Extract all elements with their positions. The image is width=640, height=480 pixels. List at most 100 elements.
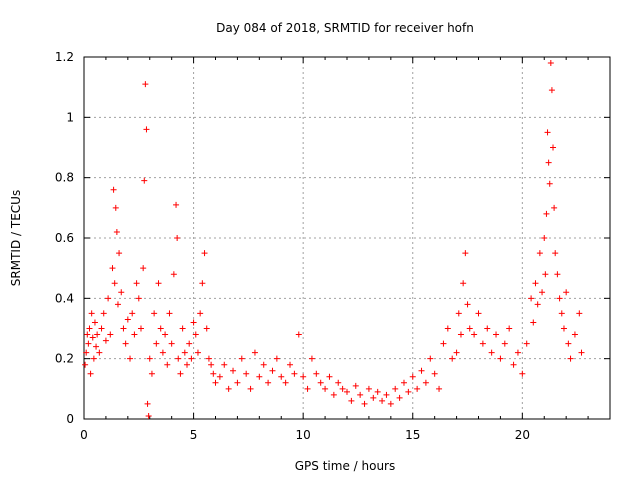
data-point [405, 388, 412, 395]
x-tick-label: 10 [296, 428, 311, 442]
data-point [440, 340, 447, 347]
y-tick-label: 1 [66, 110, 74, 124]
data-point [534, 301, 541, 308]
data-point [379, 397, 386, 404]
data-point [348, 397, 355, 404]
data-point [116, 250, 123, 257]
data-point [462, 250, 469, 257]
data-point [157, 325, 164, 332]
data-point [181, 349, 188, 356]
data-point [541, 235, 548, 241]
data-point [400, 379, 407, 386]
data-point [335, 379, 342, 386]
data-point [247, 385, 254, 392]
data-point [84, 331, 91, 338]
data-point [543, 210, 550, 217]
data-point [155, 280, 162, 287]
data-point [300, 373, 307, 380]
data-point [137, 325, 144, 332]
data-point [352, 382, 359, 389]
data-points [82, 60, 585, 419]
data-point [203, 325, 210, 332]
data-point [418, 367, 425, 374]
data-point [105, 295, 112, 302]
y-tick-label: 0.4 [55, 291, 74, 305]
data-point [170, 271, 177, 278]
data-point [113, 228, 120, 235]
data-point [144, 400, 151, 407]
data-point [234, 379, 241, 386]
data-point [506, 325, 513, 332]
data-point [427, 355, 434, 362]
data-point [532, 280, 539, 287]
data-point [536, 250, 543, 257]
data-point [497, 355, 504, 362]
data-point [260, 361, 267, 368]
data-point [166, 310, 173, 317]
data-point [243, 370, 250, 377]
data-point [190, 319, 197, 326]
data-point [431, 370, 438, 377]
data-point [114, 301, 121, 308]
data-point [567, 355, 574, 362]
chart-title: Day 084 of 2018, SRMTID for receiver hof… [216, 21, 474, 35]
data-point [143, 126, 150, 133]
data-point [83, 349, 90, 356]
data-point [118, 289, 125, 296]
data-point [571, 331, 578, 338]
data-point [98, 325, 105, 332]
data-point [530, 319, 537, 326]
y-tick-label: 0.6 [55, 231, 74, 245]
data-point [175, 355, 182, 362]
data-point [374, 388, 381, 395]
x-tick-label: 5 [190, 428, 198, 442]
data-point [151, 310, 158, 317]
data-point [484, 325, 491, 332]
data-point [554, 271, 561, 278]
data-point [501, 340, 508, 347]
data-point [216, 373, 223, 380]
data-point [551, 204, 558, 211]
data-point [560, 325, 567, 332]
data-point [91, 319, 98, 326]
data-point [269, 367, 276, 374]
data-point [188, 355, 195, 362]
data-point [135, 295, 142, 302]
x-tick-label: 20 [515, 428, 530, 442]
data-point [205, 355, 212, 362]
data-point [159, 349, 166, 356]
data-point [133, 280, 140, 287]
axis-ticks: 0 5 10 15 20 0 0.2 0.4 0.6 0.8 1 1.2 [55, 50, 610, 442]
data-point [295, 331, 302, 338]
data-point [392, 385, 399, 392]
data-point [141, 177, 148, 184]
data-point [493, 331, 500, 338]
data-point [455, 310, 462, 317]
data-point [177, 370, 184, 377]
data-point [519, 370, 526, 377]
data-point [129, 310, 136, 317]
data-point [179, 325, 186, 332]
data-point [164, 361, 171, 368]
data-point [471, 331, 478, 338]
data-point [238, 355, 245, 362]
data-point [558, 310, 565, 317]
data-point [140, 265, 147, 272]
data-point [546, 180, 553, 187]
data-point [514, 349, 521, 356]
data-point [256, 373, 263, 380]
data-point [287, 361, 294, 368]
data-point [523, 340, 530, 347]
data-point [545, 159, 552, 166]
data-point [361, 400, 368, 407]
data-point [184, 361, 191, 368]
data-point [528, 295, 535, 302]
data-point [282, 379, 289, 386]
data-point [542, 271, 549, 278]
data-point [146, 355, 153, 362]
data-point [82, 361, 89, 368]
data-point [414, 385, 421, 392]
data-point [322, 385, 329, 392]
data-point [576, 310, 583, 317]
